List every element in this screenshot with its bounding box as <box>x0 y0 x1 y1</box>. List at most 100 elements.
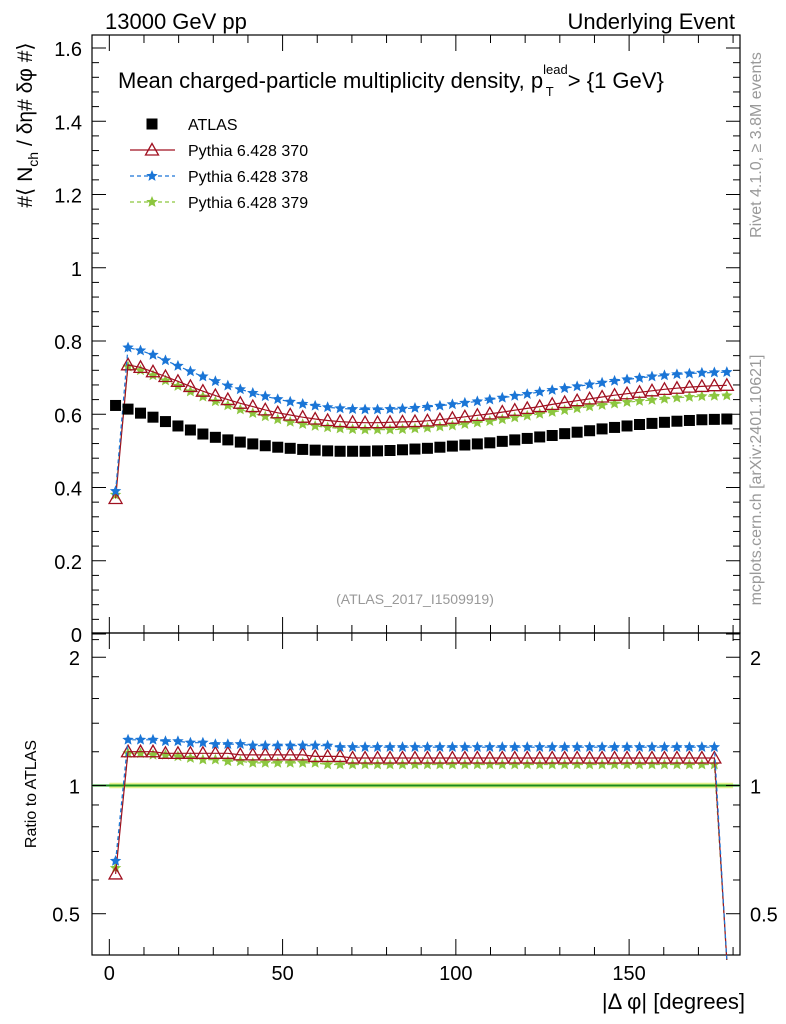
main-y-tick-label: 0.8 <box>54 332 82 354</box>
data-point-pythia-6-428-370 <box>482 406 498 420</box>
data-point-pythia-6-428-378 <box>284 395 296 407</box>
data-point-atlas <box>272 441 284 453</box>
data-point-pythia-6-428-370 <box>394 750 411 764</box>
data-point-pythia-6-428-370 <box>519 400 535 415</box>
data-point-pythia-6-428-379 <box>234 755 247 767</box>
data-point-pythia-6-428-370 <box>195 745 211 759</box>
data-point-pythia-6-428-370 <box>594 389 610 403</box>
data-point-pythia-6-428-379 <box>496 413 508 425</box>
data-point-pythia-6-428-370 <box>257 747 273 761</box>
data-point-pythia-6-428-378 <box>234 383 247 395</box>
data-point-pythia-6-428-378 <box>147 733 159 745</box>
data-point-pythia-6-428-370 <box>469 750 485 764</box>
data-point-atlas <box>521 432 533 444</box>
data-point-pythia-6-428-378 <box>671 368 683 380</box>
data-point-atlas <box>683 414 695 426</box>
data-point-pythia-6-428-370 <box>132 359 149 374</box>
data-point-pythia-6-428-378 <box>109 854 122 866</box>
data-point-atlas <box>110 399 122 411</box>
data-point-pythia-6-428-370 <box>232 395 248 409</box>
plot-title: Mean charged-particle multiplicity densi… <box>118 62 664 99</box>
data-point-pythia-6-428-370 <box>457 408 473 423</box>
data-point-pythia-6-428-379 <box>409 422 421 434</box>
legend-label-atlas: ATLAS <box>188 117 238 134</box>
data-point-pythia-6-428-379 <box>534 407 546 419</box>
data-point-pythia-6-428-379 <box>621 758 633 770</box>
data-point-pythia-6-428-379 <box>197 753 209 765</box>
main-x-ticks <box>108 35 734 633</box>
main-y-tick-label: 0 <box>71 625 82 647</box>
data-point-pythia-6-428-378 <box>721 366 733 377</box>
data-point-pythia-6-428-370 <box>170 373 186 387</box>
data-point-atlas <box>247 438 259 450</box>
data-point-pythia-6-428-378 <box>496 391 508 403</box>
data-point-pythia-6-428-379 <box>509 411 521 423</box>
data-point-pythia-6-428-379 <box>658 392 671 404</box>
data-point-pythia-6-428-379 <box>396 423 409 435</box>
data-point-atlas <box>484 437 496 449</box>
data-point-pythia-6-428-379 <box>234 403 247 415</box>
data-point-pythia-6-428-370 <box>220 391 236 406</box>
data-point-atlas <box>621 420 633 432</box>
data-point-atlas <box>546 429 558 441</box>
data-point-pythia-6-428-379 <box>459 758 471 770</box>
ratio-y-tick-label: 1 <box>69 776 80 798</box>
data-point-pythia-6-428-378 <box>172 735 184 747</box>
data-point-pythia-6-428-378 <box>583 741 596 753</box>
data-point-pythia-6-428-379 <box>471 416 484 428</box>
data-point-pythia-6-428-379 <box>346 423 359 435</box>
data-point-pythia-6-428-379 <box>421 421 434 433</box>
data-point-atlas <box>259 440 271 452</box>
data-point-pythia-6-428-379 <box>371 758 384 770</box>
data-point-pythia-6-428-378 <box>683 741 696 753</box>
data-point-pythia-6-428-370 <box>644 382 660 397</box>
data-point-pythia-6-428-379 <box>721 389 733 401</box>
data-point-pythia-6-428-378 <box>272 393 284 405</box>
data-point-pythia-6-428-378 <box>608 741 621 753</box>
data-point-pythia-6-428-378 <box>209 738 222 750</box>
data-point-pythia-6-428-370 <box>544 750 560 764</box>
data-point-pythia-6-428-378 <box>421 400 434 412</box>
data-point-pythia-6-428-370 <box>656 750 673 764</box>
data-point-pythia-6-428-378 <box>633 741 646 753</box>
data-point-pythia-6-428-378 <box>272 739 284 751</box>
header-process: Underlying Event <box>567 9 735 34</box>
data-point-pythia-6-428-379 <box>421 758 434 770</box>
data-point-pythia-6-428-378 <box>658 369 671 381</box>
data-point-pythia-6-428-378 <box>446 741 459 753</box>
data-point-pythia-6-428-379 <box>683 391 696 402</box>
data-point-pythia-6-428-378 <box>521 388 533 399</box>
data-point-atlas <box>584 425 596 437</box>
data-point-pythia-6-428-370 <box>157 368 174 383</box>
data-point-pythia-6-428-378 <box>471 395 484 407</box>
data-point-pythia-6-428-370 <box>320 412 336 427</box>
data-point-pythia-6-428-378 <box>409 741 421 753</box>
data-point-pythia-6-428-379 <box>571 402 583 414</box>
data-point-pythia-6-428-378 <box>658 741 671 753</box>
legend-marker-pythia-6-428-379 <box>146 196 158 207</box>
data-point-pythia-6-428-379 <box>259 756 271 768</box>
data-point-atlas <box>459 439 471 451</box>
data-point-pythia-6-428-378 <box>546 384 558 395</box>
data-point-pythia-6-428-379 <box>321 421 334 433</box>
data-point-atlas <box>509 434 521 446</box>
ratio-y-axis-label: Ratio to ATLAS <box>23 740 40 848</box>
data-point-atlas <box>322 445 334 457</box>
data-point-pythia-6-428-379 <box>633 758 646 770</box>
data-point-pythia-6-428-379 <box>396 758 409 770</box>
data-point-pythia-6-428-379 <box>409 758 421 770</box>
data-point-pythia-6-428-378 <box>284 739 296 751</box>
data-point-pythia-6-428-370 <box>270 404 286 419</box>
data-point-pythia-6-428-370 <box>619 750 635 764</box>
data-point-pythia-6-428-370 <box>669 750 685 764</box>
data-point-pythia-6-428-370 <box>619 385 635 400</box>
data-point-atlas <box>384 445 396 457</box>
data-point-pythia-6-428-370 <box>407 413 423 428</box>
ratio-y-tick-label-right: 1 <box>750 776 761 798</box>
data-point-pythia-6-428-379 <box>359 758 371 770</box>
data-point-pythia-6-428-378 <box>384 403 396 414</box>
data-point-pythia-6-428-378 <box>421 741 434 753</box>
data-point-pythia-6-428-379 <box>558 404 571 416</box>
data-point-pythia-6-428-378 <box>334 741 346 753</box>
data-point-pythia-6-428-378 <box>596 376 608 388</box>
